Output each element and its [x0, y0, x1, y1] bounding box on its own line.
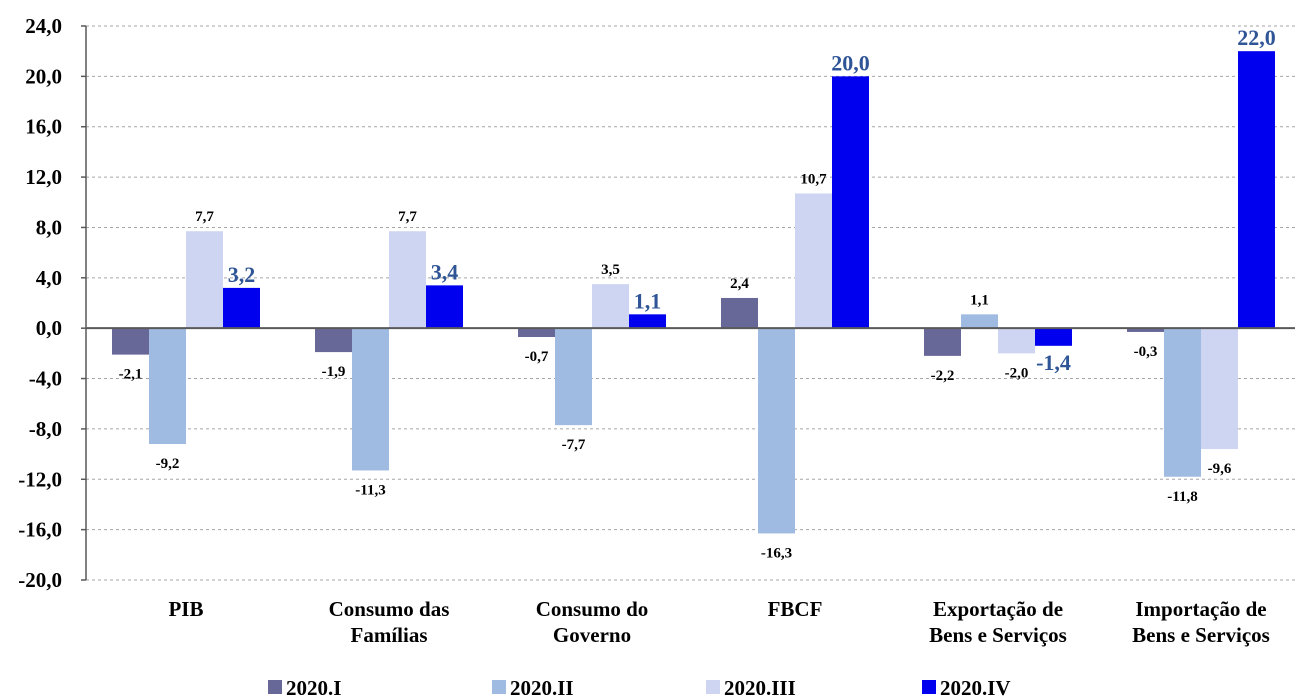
bar: [426, 285, 463, 329]
category-label-line: Exportação de: [933, 597, 1063, 621]
bar: [1164, 328, 1201, 477]
legend-swatch: [268, 680, 282, 694]
bar: [998, 328, 1035, 354]
bar: [795, 193, 832, 329]
data-label: 7,7: [398, 209, 417, 225]
category-label-line: Famílias: [351, 623, 428, 647]
bar: [186, 231, 223, 329]
y-tick-label: 16,0: [25, 115, 62, 139]
data-label: 2,4: [730, 276, 749, 292]
data-label: -11,8: [1167, 489, 1197, 505]
y-tick-label: 24,0: [25, 14, 62, 38]
bar-layer: [112, 51, 1275, 534]
legend-swatch: [492, 680, 506, 694]
category-label-line: Bens e Serviços: [929, 623, 1067, 647]
category-label: Consumo do Governo: [536, 597, 649, 647]
category-label-line: Consumo do: [536, 597, 649, 621]
data-label: 22,0: [1237, 25, 1276, 50]
bar: [961, 314, 998, 329]
data-label: -0,7: [525, 349, 549, 365]
y-tick-label: -16,0: [18, 518, 62, 542]
category-label-line: FBCF: [768, 597, 823, 621]
legend-item: 2020.III: [706, 676, 796, 698]
legend-label: 2020.I: [286, 676, 341, 698]
bar: [555, 328, 592, 426]
data-label: -2,2: [931, 368, 955, 384]
legend-label: 2020.IV: [940, 676, 1011, 698]
category-label: Consumo das Famílias: [329, 597, 450, 647]
data-label: -11,3: [355, 482, 385, 498]
data-label: -9,2: [156, 456, 180, 472]
data-label: 3,2: [228, 262, 256, 287]
bar: [592, 284, 629, 329]
legend-label: 2020.III: [724, 676, 796, 698]
category-label: Importação de Bens e Serviços: [1132, 597, 1270, 647]
category-label-line: Bens e Serviços: [1132, 623, 1270, 647]
legend-label: 2020.II: [510, 676, 574, 698]
y-tick-label: -12,0: [18, 467, 62, 491]
data-label: -2,0: [1005, 365, 1029, 381]
bar: [924, 328, 961, 356]
legend-item: 2020.II: [492, 676, 574, 698]
bar: [832, 76, 869, 329]
y-tick-label: -20,0: [18, 568, 62, 592]
bar: [721, 297, 758, 329]
label-layer: -2,1 -1,9 -0,7 2,4 -2,2 -0,3 -9,2 -11,3 -7,7 -16,…: [119, 25, 1276, 647]
data-label: 1,1: [634, 288, 662, 313]
bar: [518, 328, 555, 337]
data-label: 7,7: [195, 209, 214, 225]
category-label: Exportação de Bens e Serviços: [929, 597, 1067, 647]
bar: [758, 328, 795, 534]
legend-item: 2020.I: [268, 676, 341, 698]
category-label-line: Consumo das: [329, 597, 450, 621]
y-tick-label: -4,0: [29, 367, 62, 391]
data-label: 3,4: [431, 259, 459, 284]
data-label: 10,7: [800, 171, 827, 187]
bar: [1127, 328, 1164, 332]
category-label-line: Governo: [553, 623, 631, 647]
y-tick-label: 12,0: [25, 165, 62, 189]
y-tick-label: 0,0: [36, 316, 62, 340]
axis-layer: 24,0 20,0 16,0 12,0 8,0 4,0 0,0 -4,0 -8,0 -12,0 -1…: [18, 14, 1295, 592]
data-label: -2,1: [119, 367, 143, 383]
legend: 2020.I 2020.II 2020.III 2020.IV: [268, 676, 1011, 698]
category-label-line: Importação de: [1135, 597, 1266, 621]
bar: [1201, 328, 1238, 450]
bar: [112, 328, 149, 355]
bar: [629, 314, 666, 329]
y-tick-label: -8,0: [29, 417, 62, 441]
legend-item: 2020.IV: [922, 676, 1011, 698]
y-tick-label: 20,0: [25, 64, 62, 88]
category-label: FBCF: [768, 597, 823, 621]
data-label: -7,7: [562, 437, 586, 453]
legend-swatch: [922, 680, 936, 694]
bar: [223, 287, 260, 329]
data-label: 20,0: [831, 50, 870, 75]
bar: [352, 328, 389, 471]
y-tick-label: 4,0: [36, 266, 62, 290]
bar: [1035, 328, 1072, 346]
category-label: PIB: [168, 597, 203, 621]
data-label: -1,9: [322, 364, 346, 380]
bar: [315, 328, 352, 353]
category-label-line: PIB: [168, 597, 203, 621]
data-label: -1,4: [1036, 350, 1071, 375]
bar: [389, 231, 426, 329]
data-label: -16,3: [761, 545, 792, 561]
data-label: -9,6: [1208, 461, 1232, 477]
y-tick-label: 8,0: [36, 215, 62, 239]
data-label: -0,3: [1134, 344, 1158, 360]
data-label: 1,1: [970, 292, 989, 308]
bar: [1238, 51, 1275, 329]
data-label: 3,5: [601, 262, 620, 278]
grid-layer: [86, 25, 1295, 581]
bar: [149, 328, 186, 445]
legend-swatch: [706, 680, 720, 694]
